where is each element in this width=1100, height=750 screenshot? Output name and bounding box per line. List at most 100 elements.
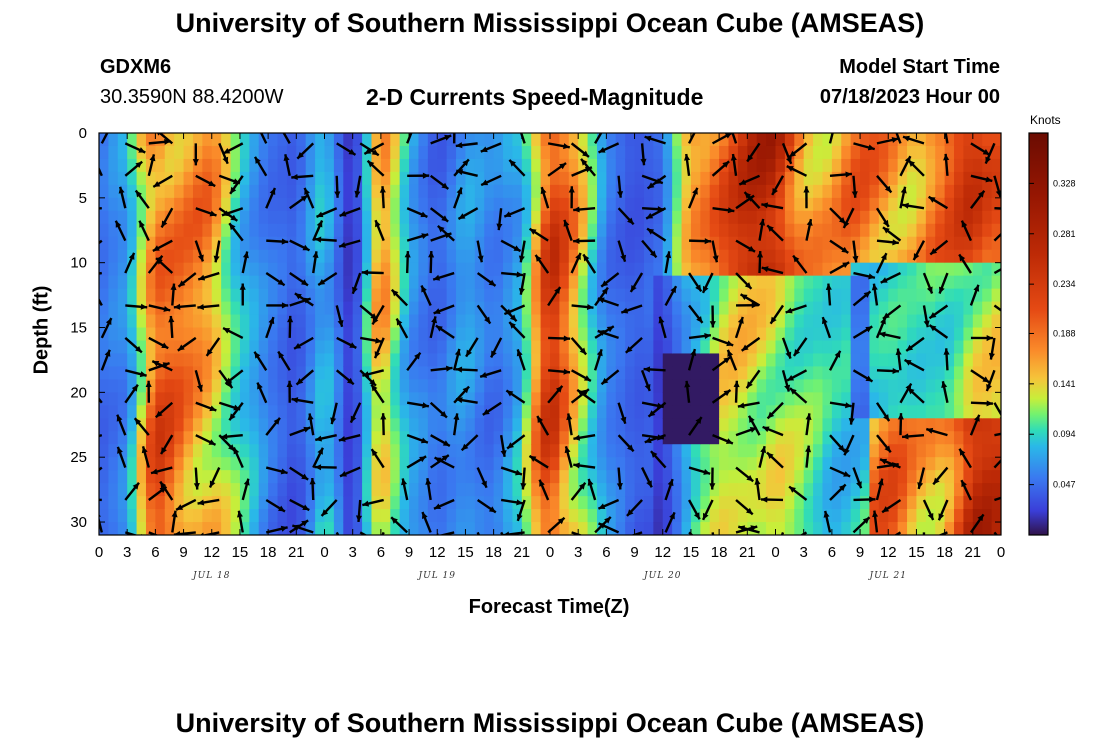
heatmap-cell — [653, 379, 664, 393]
heatmap-cell — [888, 327, 899, 342]
heatmap-cell — [596, 405, 607, 419]
current-arrow — [480, 142, 502, 153]
heatmap-cell — [239, 314, 250, 329]
heatmap-cell — [606, 262, 617, 277]
heatmap-cell — [559, 210, 570, 225]
heatmap-cell — [258, 353, 269, 368]
heatmap-cell — [305, 145, 316, 160]
heatmap-cell — [192, 509, 203, 523]
heatmap-cell — [540, 288, 551, 303]
heatmap-cell — [390, 444, 401, 458]
heatmap-cell — [860, 353, 871, 368]
x-tick-label: 9 — [630, 544, 638, 561]
heatmap-cell — [239, 379, 250, 393]
heatmap-cell — [183, 314, 194, 329]
heatmap-cell — [719, 236, 730, 251]
heatmap-cell — [399, 301, 410, 316]
heatmap-cell — [615, 275, 626, 290]
heatmap-cell — [954, 145, 965, 160]
heatmap-cell — [550, 379, 560, 393]
heatmap-cell — [813, 483, 824, 497]
current-arrow — [338, 433, 361, 442]
heatmap-cell — [484, 340, 495, 355]
current-arrow — [476, 272, 497, 287]
current-arrow — [664, 285, 678, 307]
heatmap-cell — [305, 483, 316, 497]
heatmap-cell — [944, 236, 955, 251]
heatmap-cell — [117, 145, 128, 160]
heatmap-cell — [230, 249, 241, 264]
heatmap-cell — [709, 197, 720, 212]
heatmap-cell — [503, 366, 514, 380]
current-arrow — [617, 402, 627, 425]
heatmap-cell — [831, 301, 842, 316]
heatmap-cell — [925, 210, 936, 225]
heatmap-cell — [634, 210, 645, 225]
heatmap-cell — [521, 236, 532, 251]
heatmap-cell — [794, 405, 805, 419]
heatmap-cell — [493, 275, 504, 290]
heatmap-cell — [550, 392, 560, 406]
heatmap-cell — [615, 288, 626, 303]
heatmap-cell — [521, 158, 532, 173]
heatmap-cell — [907, 158, 918, 173]
current-arrow — [701, 272, 714, 294]
heatmap-cell — [822, 249, 833, 264]
heatmap-cell — [841, 210, 852, 225]
heatmap-cell — [540, 496, 551, 510]
heatmap-cell — [117, 288, 128, 303]
heatmap-cell — [719, 262, 730, 277]
heatmap-cell — [709, 210, 720, 225]
heatmap-cell — [869, 210, 880, 225]
heatmap-cell — [813, 262, 824, 277]
heatmap-cell — [784, 379, 795, 393]
heatmap-cell — [136, 431, 147, 445]
heatmap-cell — [681, 184, 692, 199]
heatmap-cell — [427, 379, 438, 393]
current-arrow — [100, 133, 109, 144]
heatmap-cell — [681, 314, 692, 329]
heatmap-cell — [474, 366, 485, 380]
heatmap-cell — [822, 171, 833, 186]
heatmap-cell — [465, 340, 476, 355]
heatmap-cell — [211, 457, 222, 471]
heatmap-cell — [343, 262, 354, 277]
heatmap-cell — [860, 405, 871, 419]
heatmap-cell — [662, 275, 673, 290]
current-arrow — [390, 516, 409, 534]
current-arrow — [125, 303, 148, 310]
heatmap-cell — [803, 236, 814, 251]
heatmap-cell — [521, 275, 532, 290]
heatmap-cell — [249, 470, 260, 484]
heatmap-cell — [568, 522, 579, 535]
current-arrow — [452, 413, 460, 436]
current-arrow — [843, 434, 855, 456]
heatmap-cell — [972, 197, 983, 212]
heatmap-cell — [333, 145, 344, 160]
heatmap-cell — [672, 249, 683, 264]
heatmap-cell — [230, 262, 241, 277]
heatmap-cell — [521, 197, 532, 212]
heatmap-cell — [456, 470, 467, 484]
heatmap-cell — [568, 210, 579, 225]
heatmap-cell — [681, 327, 692, 342]
heatmap-cell — [925, 288, 936, 303]
heatmap-cell — [625, 470, 636, 484]
x-tick-label: 3 — [574, 544, 582, 561]
heatmap-cell — [615, 210, 626, 225]
heatmap-cell — [794, 418, 805, 432]
heatmap-cell — [174, 340, 185, 355]
heatmap-cell — [700, 288, 711, 303]
heatmap-cell — [850, 275, 861, 290]
heatmap-cell — [719, 470, 730, 484]
heatmap-cell — [672, 444, 683, 458]
heatmap-cell — [653, 197, 664, 212]
heatmap-cell — [944, 145, 955, 160]
heatmap-cell — [127, 236, 138, 251]
heatmap-cell — [437, 327, 448, 342]
heatmap-cell — [174, 145, 185, 160]
heatmap-cell — [681, 366, 692, 380]
heatmap-cell — [362, 483, 373, 497]
heatmap-cell — [277, 197, 288, 212]
y-tick-label: 30 — [70, 514, 87, 531]
